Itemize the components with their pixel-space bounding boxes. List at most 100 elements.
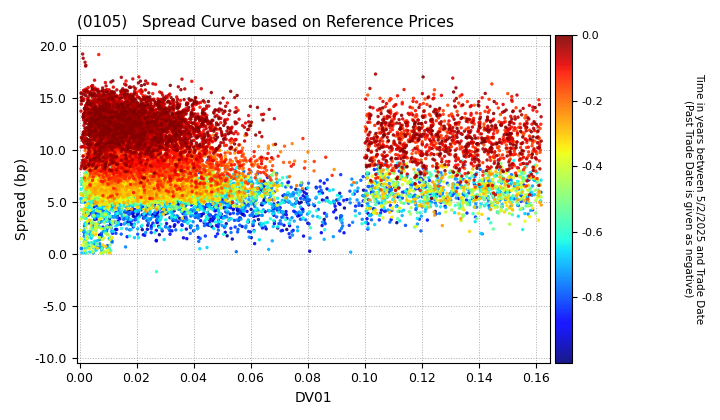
Point [97,184,109,191]
Point [120,163,132,170]
Point [172,134,184,141]
Point [191,181,202,187]
Point [120,173,131,180]
Point [133,184,145,191]
Point [109,194,120,201]
Point [189,155,200,162]
Point [225,150,236,157]
Point [149,184,161,191]
Point [99,92,111,99]
Point [138,181,149,188]
Point [85,184,96,191]
Point [118,178,130,184]
Point [224,193,235,199]
Point [155,110,166,116]
Point [169,181,181,188]
Point [222,195,233,202]
Point [196,122,207,129]
Point [109,176,120,182]
Point [137,158,148,165]
Point [377,167,389,173]
Point [319,210,330,217]
Point [100,119,112,126]
Point [397,212,408,219]
Point [456,144,468,151]
Point [130,208,141,215]
Point [140,149,152,156]
Point [110,190,122,197]
Point [113,190,125,197]
Point [84,172,95,179]
Point [122,134,133,141]
Point [506,179,518,186]
Point [91,241,102,247]
Point [91,129,103,136]
Point [174,166,186,173]
Point [441,133,453,139]
Point [130,101,142,108]
Point [135,101,146,108]
Point [115,186,127,193]
Point [397,99,408,106]
Point [207,147,219,154]
Point [407,134,418,141]
Point [199,99,210,105]
Point [118,181,130,188]
Point [107,177,118,184]
Point [76,97,88,104]
Point [377,141,389,148]
Point [100,156,112,163]
Point [97,224,109,231]
Point [106,186,117,193]
Point [85,135,96,142]
Point [79,170,91,177]
Point [515,161,526,168]
Point [117,184,128,191]
Point [89,92,100,99]
Point [166,201,178,207]
Point [222,178,234,184]
Point [159,172,171,179]
Point [503,174,514,181]
Point [125,192,136,199]
Point [150,172,161,178]
Point [176,187,187,194]
Point [490,124,501,131]
Point [522,196,534,202]
Point [523,149,534,155]
Point [467,193,478,200]
Point [411,113,423,120]
Point [136,119,148,126]
Point [220,172,232,179]
Point [117,126,129,133]
Point [120,191,132,198]
Point [531,162,542,169]
Point [184,174,195,181]
Point [455,178,467,185]
Point [431,173,442,180]
Point [108,164,120,171]
Point [170,119,181,126]
Point [137,182,148,189]
Point [89,207,101,214]
Point [286,228,297,235]
Point [217,183,229,190]
Point [178,185,189,192]
Point [245,168,256,175]
Point [127,125,138,131]
Point [487,117,498,124]
Point [222,116,233,123]
Point [134,147,145,153]
Point [106,131,117,138]
Point [158,178,169,184]
Point [157,128,168,134]
Point [157,177,168,184]
Point [447,187,459,194]
Point [104,188,116,195]
Point [286,201,297,208]
Point [143,177,155,184]
Point [218,177,230,184]
Point [489,154,500,161]
Point [153,193,165,199]
Point [150,177,162,184]
